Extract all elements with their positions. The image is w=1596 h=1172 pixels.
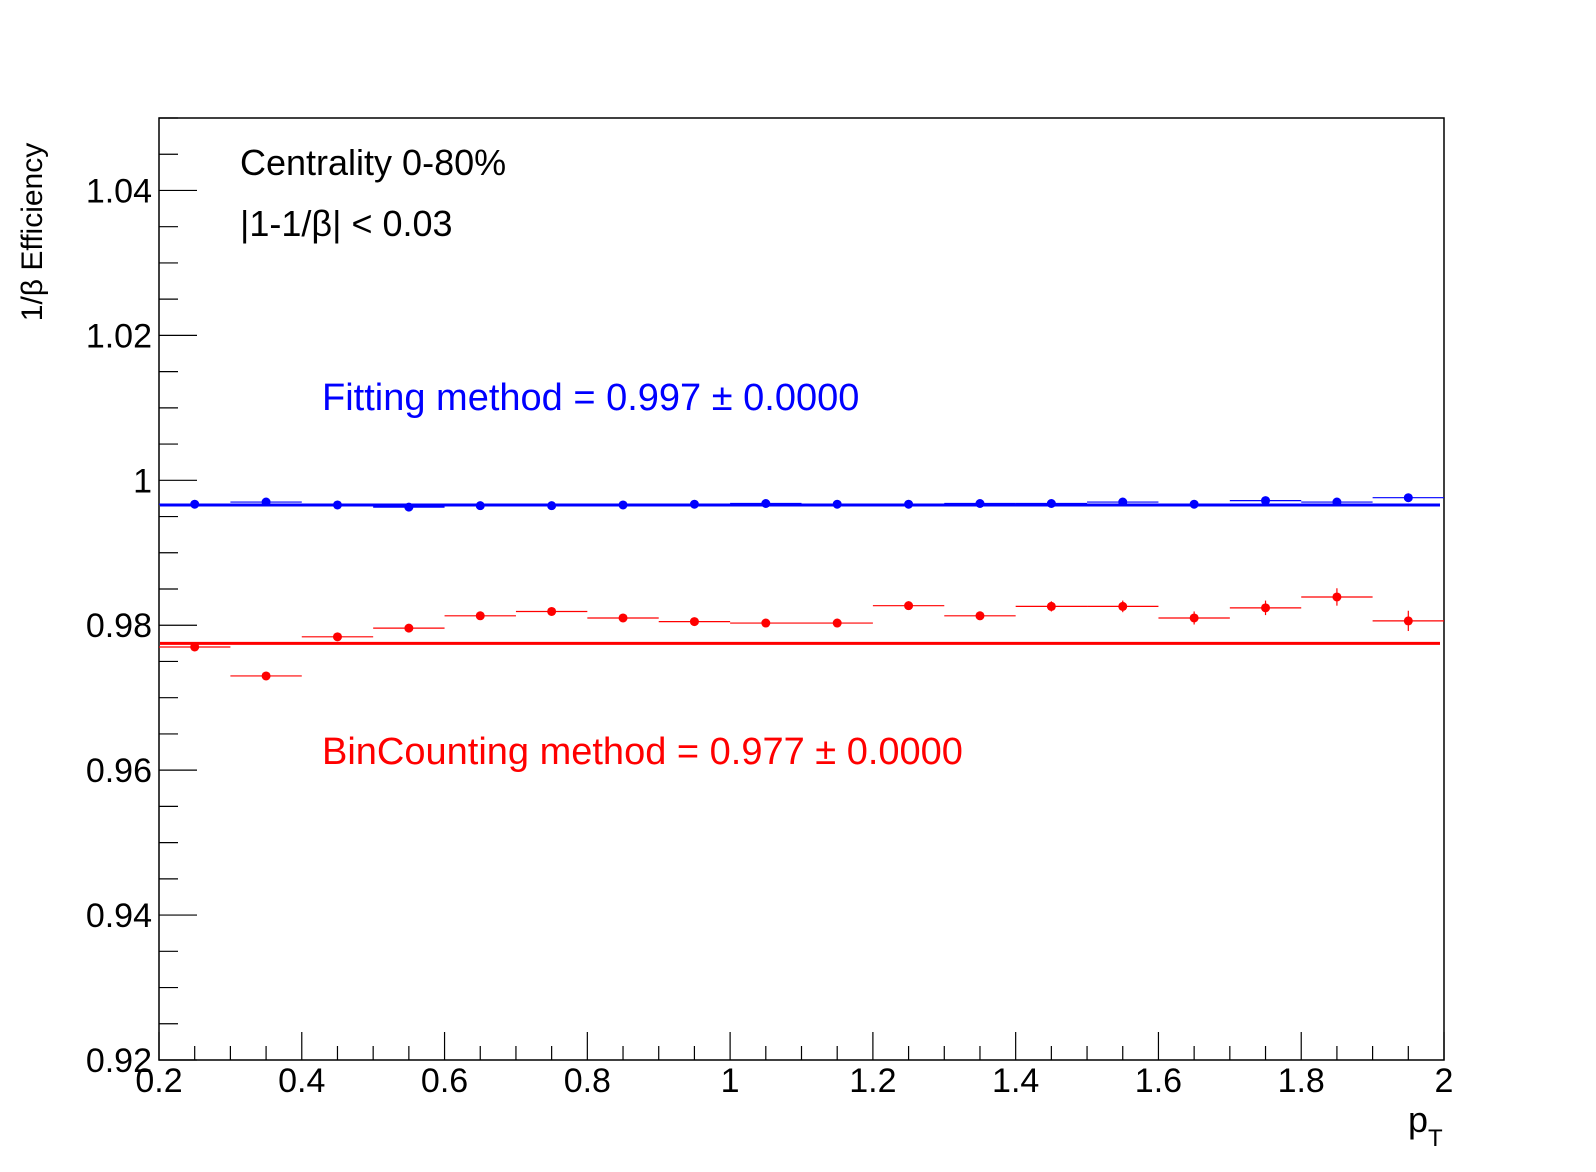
bincounting-data-point	[261, 671, 271, 681]
y-tick-label: 0.96	[86, 752, 152, 790]
bincounting-data-point	[1118, 601, 1128, 611]
x-tick-label: 1.8	[1278, 1062, 1325, 1100]
x-tick-label: 1.6	[1135, 1062, 1182, 1100]
data-marks	[159, 493, 1444, 681]
bincounting-method-label: BinCounting method = 0.977 ± 0.0000	[322, 731, 963, 773]
bincounting-data-point	[1332, 592, 1342, 602]
fitting-data-point	[618, 500, 628, 510]
y-tick-label: 0.94	[86, 897, 152, 935]
y-tick-label: 0.92	[86, 1042, 152, 1080]
fitting-data-point	[404, 502, 414, 512]
bincounting-data-point	[475, 611, 485, 621]
bincounting-data-point	[190, 642, 200, 652]
bincounting-data-point	[1261, 603, 1271, 613]
bincounting-data-point	[832, 618, 842, 628]
axis-tick-labels: 0.2 0.4 0.6 0.8 1 1.2 1.4 1.6 1.8 2 0.92 0.94 0.96 0.…	[86, 172, 1454, 1100]
x-tick-label: 0.2	[135, 1062, 182, 1100]
fitting-data-point	[261, 497, 271, 507]
axis-ticks	[158, 117, 1445, 1061]
bincounting-data-point	[975, 611, 985, 621]
y-tick-label: 1.04	[86, 172, 152, 210]
y-axis-label: 1/β Efficiency	[16, 143, 49, 321]
bincounting-data-point	[332, 632, 342, 642]
fitting-data-point	[1189, 499, 1199, 509]
fitting-data-point	[832, 499, 842, 509]
x-axis-label-subscript: T	[1428, 1125, 1443, 1152]
fitting-data-point	[1118, 497, 1128, 507]
x-axis-label: p	[1408, 1099, 1428, 1140]
x-tick-label: 1.4	[992, 1062, 1039, 1100]
fitting-data-point	[761, 498, 771, 508]
x-tick-label: 0.4	[278, 1062, 325, 1100]
y-tick-label: 1.02	[86, 317, 152, 355]
fitting-data-point	[904, 499, 914, 509]
bincounting-data-point	[1046, 601, 1056, 611]
bincounting-data-point	[1403, 616, 1413, 626]
x-tick-label: 0.8	[564, 1062, 611, 1100]
fitting-data-point	[1332, 497, 1342, 507]
bincounting-data-point	[547, 606, 557, 616]
x-tick-label: 0.6	[421, 1062, 468, 1100]
fitting-data-point	[1403, 493, 1413, 503]
y-tick-label: 0.98	[86, 607, 152, 645]
bincounting-data-point	[904, 601, 914, 611]
fitting-data-point	[975, 498, 985, 508]
fitting-data-point	[1261, 496, 1271, 506]
bincounting-data-point	[618, 613, 628, 623]
fitting-data-point	[190, 499, 200, 509]
cut-annotation: |1-1/β| < 0.03	[240, 203, 453, 244]
x-tick-label: 2	[1435, 1062, 1454, 1100]
y-tick-label: 1	[133, 462, 152, 500]
fitting-data-point	[689, 499, 699, 509]
bincounting-data-point	[689, 617, 699, 627]
fitting-data-point	[332, 500, 342, 510]
fitting-method-label: Fitting method = 0.997 ± 0.0000	[322, 377, 859, 419]
bincounting-data-point	[761, 618, 771, 628]
centrality-annotation: Centrality 0-80%	[240, 142, 506, 183]
x-tick-label: 1.2	[849, 1062, 896, 1100]
x-tick-label: 1	[721, 1062, 740, 1100]
plot-frame	[158, 117, 1445, 1061]
bincounting-data-point	[1189, 613, 1199, 623]
bincounting-data-point	[404, 623, 414, 633]
fitting-data-point	[475, 501, 485, 511]
fitting-data-point	[1046, 498, 1056, 508]
fitting-data-point	[547, 501, 557, 511]
